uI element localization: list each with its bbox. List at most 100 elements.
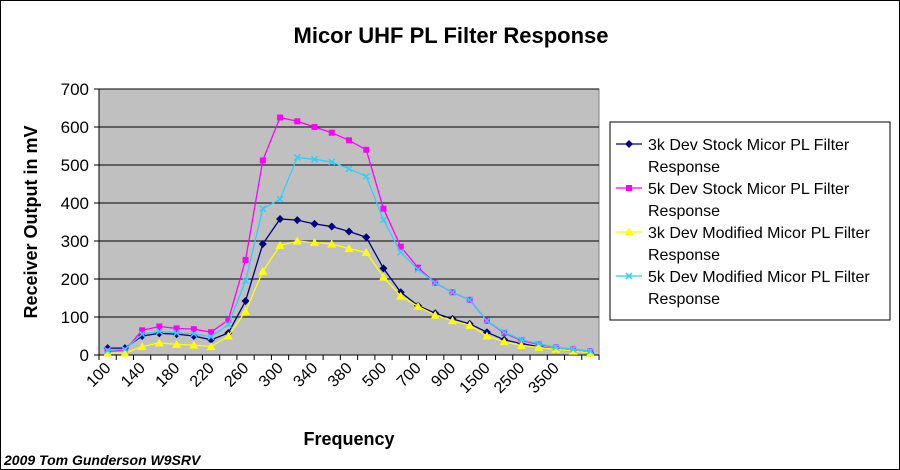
series-2-point [380, 205, 387, 212]
series-2-point [242, 257, 249, 263]
series-3-point [568, 346, 578, 355]
x-tick-label: 900 [428, 360, 459, 391]
x-tick-label: 180 [153, 360, 184, 391]
x-tick-label: 3500 [526, 360, 563, 397]
chart-title: Micor UHF PL Filter Response [294, 23, 609, 48]
x-tick-label: 1500 [457, 360, 494, 397]
series-4-point [121, 345, 129, 353]
x-axis-label: Frequency [303, 429, 394, 449]
plot-area [98, 88, 600, 356]
series-1-point [310, 219, 319, 228]
series-2-point [294, 118, 301, 125]
legend-swatch-marker [625, 272, 633, 280]
series-4-point [224, 321, 232, 329]
series-3-point [275, 241, 285, 250]
legend-box [609, 121, 891, 321]
series-2-point [225, 317, 232, 324]
series-2-point [414, 264, 421, 271]
series-4-point [535, 340, 543, 348]
series-2-point [346, 137, 352, 144]
series-4-point [397, 248, 405, 256]
x-tick-label: 340 [290, 360, 321, 391]
series-3-point [430, 310, 440, 319]
series-3-point [154, 338, 164, 347]
series-3-point [585, 348, 595, 357]
y-tick-label: 0 [80, 346, 89, 365]
x-tick-label: 260 [221, 360, 252, 391]
series-3-point [465, 320, 475, 329]
series-3-point [223, 331, 233, 340]
series-2-point [397, 243, 404, 250]
legend-swatch-marker [626, 185, 632, 191]
y-tick-label: 600 [61, 118, 89, 137]
y-tick-label: 300 [61, 232, 89, 251]
x-tick-label: 140 [118, 360, 149, 391]
series-4-point [586, 347, 594, 355]
series-4-point [500, 328, 508, 336]
series-3-point [137, 342, 147, 351]
series-3-point [327, 239, 337, 248]
series-3-point [189, 340, 199, 349]
series-3-point [310, 238, 320, 247]
series-1-point [276, 214, 285, 223]
series-4 [104, 153, 594, 355]
series-4-point [190, 330, 198, 338]
y-axis-label: Receiver Output in mV [21, 125, 41, 318]
series-4-point [345, 165, 353, 173]
series-1-point [172, 330, 181, 339]
series-3-point [361, 247, 371, 256]
series-2-point [173, 325, 180, 332]
y-tick-label: 400 [61, 194, 89, 213]
y-tick-label: 700 [61, 80, 89, 99]
series-2-point [139, 327, 146, 334]
x-tick-label: 2500 [491, 360, 528, 397]
series-4-point [379, 216, 388, 224]
series-3-point [396, 291, 406, 300]
series-2-point [259, 157, 266, 164]
series-4-point [431, 279, 439, 287]
series-layer [103, 114, 595, 358]
series-3-point [551, 344, 561, 353]
legend-swatch-marker [624, 227, 634, 236]
series-4-point [104, 346, 112, 354]
legend: 3k Dev Stock Micor PL Filter Response 5k D… [609, 121, 891, 321]
series-3-point [499, 337, 509, 346]
series-3-point [344, 244, 354, 253]
credit-text: 2009 Tom Gunderson W9SRV [4, 452, 201, 468]
legend-label: 3k Dev Modified Micor PL Filter Response [648, 225, 870, 264]
series-4-point [293, 153, 301, 161]
series-1-point [293, 216, 302, 225]
gridlines [99, 88, 599, 318]
series-4-point [328, 158, 336, 166]
series-1-point [241, 297, 250, 306]
legend-swatch-marker [625, 140, 633, 148]
series-3-point [206, 342, 216, 351]
series-3-point [516, 341, 526, 349]
series-1-point [379, 264, 388, 273]
series-2-point [328, 129, 335, 136]
legend-label: 5k Dev Stock Micor PL Filter Response [648, 181, 850, 220]
series-4-point [276, 195, 284, 203]
series-3-point [534, 342, 544, 351]
series-3-point [378, 272, 388, 281]
series-1-point [362, 233, 371, 242]
series-3-point [172, 339, 182, 348]
y-tick-label: 200 [61, 270, 89, 289]
series-2-point [190, 326, 197, 333]
series-3-point [103, 348, 113, 357]
series-4-point [259, 205, 267, 213]
series-2-point [311, 124, 318, 130]
series-3-point [482, 331, 492, 340]
series-4-point [207, 333, 215, 341]
series-3-point [258, 266, 268, 275]
series-3-point [241, 306, 251, 315]
series-1-point [345, 227, 353, 236]
series-4-point [552, 343, 560, 351]
legend-label: 3k Dev Stock Micor PL Filter Response [648, 137, 850, 176]
series-4-point [310, 155, 319, 163]
series-4-point [414, 265, 422, 274]
series-4-point [466, 296, 474, 304]
series-3-point [413, 301, 423, 310]
series-4-point [242, 277, 250, 285]
